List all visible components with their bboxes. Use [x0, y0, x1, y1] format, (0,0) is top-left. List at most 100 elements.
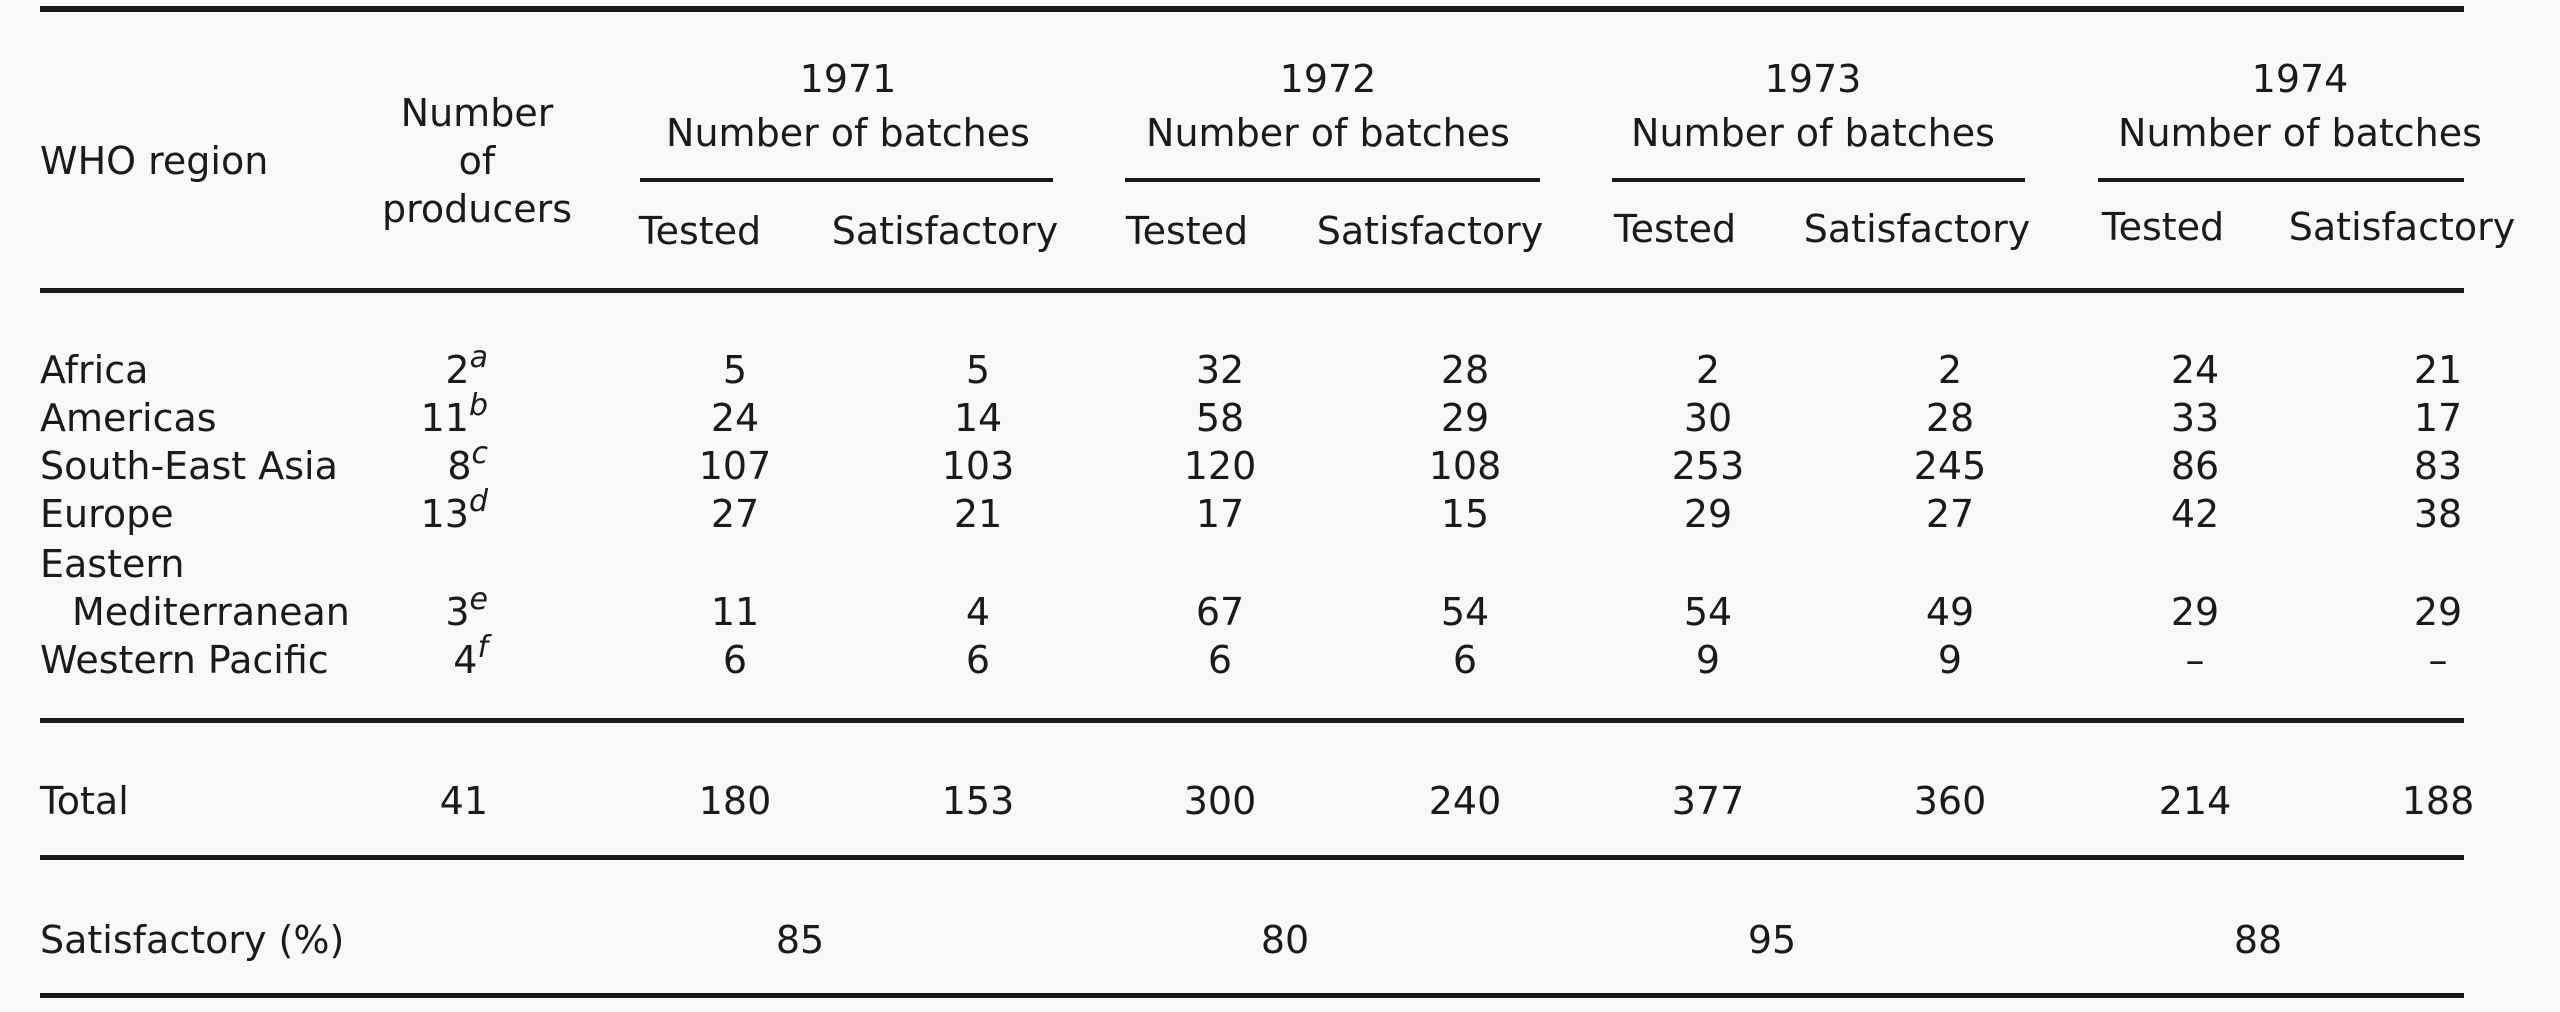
row-region: Africa: [40, 348, 149, 392]
header-year-1974: 1974: [2251, 57, 2349, 101]
header-producers-line2: of: [458, 139, 496, 183]
producers-count: 3: [445, 590, 470, 634]
row-producers: 2a: [445, 343, 488, 394]
total-value: 180: [698, 779, 772, 823]
footnote-marker: b: [468, 388, 488, 423]
row-value: 42: [2170, 492, 2220, 536]
header-year-1972: 1972: [1279, 57, 1377, 101]
row-region: Eastern: [40, 542, 185, 586]
total-label: Total: [40, 779, 129, 823]
group-rule-1971: [640, 178, 1053, 182]
row-value: 11: [710, 590, 760, 634]
producers-count: 2: [445, 348, 470, 392]
row-value: –: [2185, 638, 2205, 682]
group-rule-1973: [1612, 178, 2025, 182]
row-value: –: [2428, 638, 2448, 682]
row-value: 49: [1925, 590, 1975, 634]
header-year-1973: 1973: [1764, 57, 1862, 101]
footnote-marker: e: [469, 582, 488, 617]
row-value: 15: [1440, 492, 1490, 536]
header-batches-1973: Number of batches: [1631, 111, 1995, 155]
footnote-marker: c: [471, 436, 489, 471]
total-value: 188: [2401, 779, 2475, 823]
header-tested-1972: Tested: [1125, 209, 1249, 253]
row-value: 67: [1195, 590, 1245, 634]
header-producers-line3: producers: [381, 187, 573, 231]
row-value: 21: [953, 492, 1003, 536]
header-satisfactory-1972: Satisfactory: [1316, 209, 1544, 253]
row-producers: 8c: [447, 439, 488, 490]
row-value: 5: [965, 348, 991, 392]
header-satisfactory-1974: Satisfactory: [2288, 205, 2516, 249]
group-rule-1974: [2098, 178, 2464, 182]
satisfactory-label: Satisfactory (%): [40, 918, 345, 962]
footnote-marker: f: [477, 630, 488, 665]
footnote-marker: d: [468, 484, 488, 519]
row-value: 9: [1937, 638, 1963, 682]
satisfactory-rule: [40, 855, 2464, 860]
row-value: 245: [1913, 444, 1987, 488]
producers-count: 13: [420, 492, 469, 536]
row-value: 29: [1440, 396, 1490, 440]
header-tested-1973: Tested: [1613, 207, 1737, 251]
total-value: 214: [2158, 779, 2232, 823]
total-rule: [40, 718, 2464, 723]
header-batches-1974: Number of batches: [2118, 111, 2482, 155]
row-region: Europe: [40, 492, 174, 536]
header-satisfactory-1973: Satisfactory: [1803, 207, 2031, 251]
header-batches-1971: Number of batches: [666, 111, 1030, 155]
satisfactory-value: 80: [1260, 918, 1310, 962]
footnote-marker: a: [469, 340, 488, 375]
row-value: 2: [1937, 348, 1963, 392]
row-value: 86: [2170, 444, 2220, 488]
row-region: Western Pacific: [40, 638, 329, 682]
total-value: 300: [1183, 779, 1257, 823]
satisfactory-value: 88: [2233, 918, 2283, 962]
producers-count: 11: [420, 396, 469, 440]
row-region: South-East Asia: [40, 444, 338, 488]
satisfactory-value: 95: [1747, 918, 1797, 962]
row-value: 6: [965, 638, 991, 682]
row-producers: 13d: [420, 487, 488, 538]
bottom-rule: [40, 993, 2464, 998]
row-value: 27: [1925, 492, 1975, 536]
total-value: 240: [1428, 779, 1502, 823]
row-value: 6: [1207, 638, 1233, 682]
row-value: 54: [1683, 590, 1733, 634]
row-value: 33: [2170, 396, 2220, 440]
row-producers: 4f: [453, 633, 488, 684]
header-producers-line1: Number: [400, 91, 554, 135]
row-value: 28: [1925, 396, 1975, 440]
total-value: 153: [941, 779, 1015, 823]
row-value: 28: [1440, 348, 1490, 392]
total-producers: 41: [439, 779, 488, 823]
row-value: 24: [2170, 348, 2220, 392]
producers-count: 4: [453, 638, 478, 682]
row-region-continued: Mediterranean: [72, 590, 350, 634]
row-value: 103: [941, 444, 1015, 488]
header-batches-1972: Number of batches: [1146, 111, 1510, 155]
header-rule: [40, 288, 2464, 293]
row-value: 253: [1671, 444, 1745, 488]
row-value: 108: [1428, 444, 1502, 488]
producers-count: 8: [447, 444, 472, 488]
header-satisfactory-1971: Satisfactory: [831, 209, 1059, 253]
row-value: 5: [722, 348, 748, 392]
row-value: 17: [1195, 492, 1245, 536]
header-year-1971: 1971: [799, 57, 897, 101]
row-producers: 11b: [420, 391, 488, 442]
row-value: 24: [710, 396, 760, 440]
header-region: WHO region: [40, 139, 269, 183]
row-region: Americas: [40, 396, 217, 440]
row-value: 83: [2413, 444, 2463, 488]
row-value: 6: [722, 638, 748, 682]
row-value: 17: [2413, 396, 2463, 440]
row-value: 27: [710, 492, 760, 536]
row-value: 54: [1440, 590, 1490, 634]
row-producers: 3e: [445, 585, 488, 636]
row-value: 4: [965, 590, 991, 634]
row-value: 29: [2413, 590, 2463, 634]
row-value: 6: [1452, 638, 1478, 682]
row-value: 120: [1183, 444, 1257, 488]
row-value: 30: [1683, 396, 1733, 440]
